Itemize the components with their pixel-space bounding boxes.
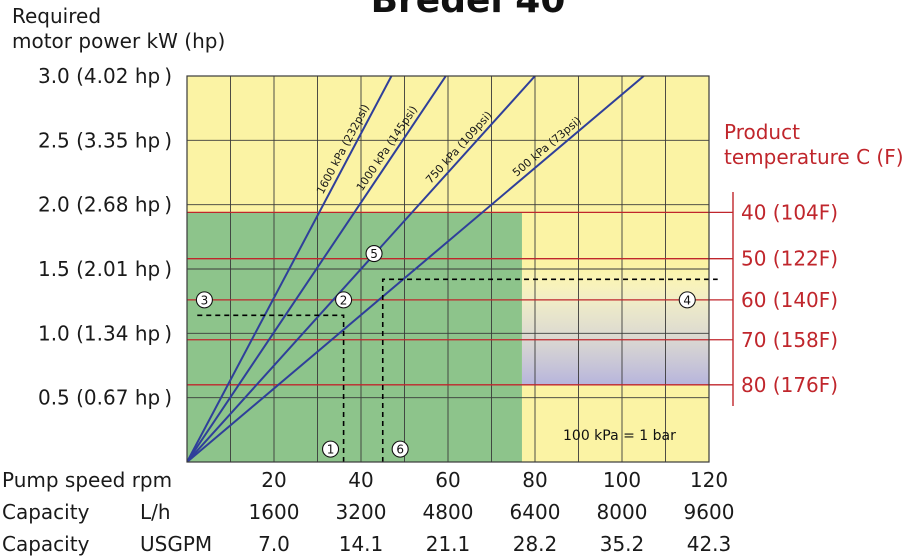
step-marker-number: 3 <box>201 293 209 307</box>
temperature-label: 60 (140F) <box>741 288 838 312</box>
step-marker-number: 5 <box>370 247 378 261</box>
pressure-line <box>187 76 645 462</box>
temperature-label: 70 (158F) <box>741 328 838 352</box>
capacity-usgpm-value: 7.0 <box>258 532 290 556</box>
y-tick-labels: 0.5 (0.67 hp ) 1.0 (1.34 hp ) 1.5 (2.01 hp… <box>38 64 172 410</box>
capacity-lh-value: 4800 <box>423 500 474 524</box>
green-operating-region <box>187 212 522 462</box>
example-path <box>195 314 345 462</box>
step-marker-circle <box>365 245 383 263</box>
capacity-lh-value: 3200 <box>336 500 387 524</box>
y-tick-label: 1.0 (1.34 hp ) <box>38 321 172 345</box>
step-markers: 1 2 3 4 5 6 <box>195 245 696 458</box>
step-marker-circle <box>195 291 213 309</box>
x-tick-label: 100 <box>603 468 641 492</box>
x-tick-label: 20 <box>261 468 286 492</box>
temperature-title-line2: temperature C (F) <box>724 145 904 169</box>
x-tick-labels: 20 1600 7.0 40 3200 14.1 60 4800 21.1 80 6400 28.2 1… <box>249 468 735 556</box>
x-tick-label: 80 <box>522 468 547 492</box>
x-tick-label: 60 <box>435 468 460 492</box>
capacity-usgpm-value: 28.2 <box>513 532 558 556</box>
chart-title: Bredel 40 <box>371 0 566 21</box>
pressure-line <box>187 76 447 462</box>
step-marker-circle <box>321 440 340 458</box>
y-axis-title-line2: motor power kW (hp) <box>12 29 225 53</box>
capacity-usgpm-value: 42.3 <box>687 532 732 556</box>
y-axis-title-line1: Required <box>12 4 101 28</box>
y-tick-label: 1.5 (2.01 hp ) <box>38 257 172 281</box>
capacity-usgpm-value: 35.2 <box>600 532 645 556</box>
chart-grid <box>187 76 709 462</box>
y-tick-label: 0.5 (0.67 hp ) <box>38 386 172 410</box>
example-paths <box>195 278 718 462</box>
capacity-lh-unit: L/h <box>140 500 171 524</box>
capacity-usgpm-unit: USGPM <box>140 532 212 556</box>
capacity-usgpm-value: 14.1 <box>339 532 384 556</box>
temperature-label: 40 (104F) <box>741 200 838 224</box>
x-tick-label: 40 <box>348 468 373 492</box>
step-marker-number: 4 <box>683 293 691 307</box>
x-tick-label: 120 <box>690 468 728 492</box>
capacity-lh-value: 6400 <box>510 500 561 524</box>
step-marker-number: 6 <box>396 443 404 457</box>
pressure-note: 100 kPa = 1 bar <box>563 428 676 444</box>
capacity-usgpm-label: Capacity <box>2 532 90 556</box>
capacity-lh-value: 9600 <box>684 500 735 524</box>
step-marker-circle <box>678 291 696 309</box>
capacity-lh-label: Capacity <box>2 500 90 524</box>
y-tick-label: 2.5 (3.35 hp ) <box>38 128 172 152</box>
temperature-labels: 40 (104F) 50 (122F) 60 (140F) 70 (158F) 80 (… <box>741 200 838 396</box>
capacity-usgpm-value: 21.1 <box>426 532 471 556</box>
step-marker-number: 1 <box>327 443 335 457</box>
temperature-label: 80 (176F) <box>741 373 838 397</box>
y-tick-label: 2.0 (2.68 hp ) <box>38 193 172 217</box>
plot-frame <box>186 75 710 463</box>
capacity-lh-value: 8000 <box>597 500 648 524</box>
pressure-lines <box>187 76 645 462</box>
speed-row-label: Pump speed rpm <box>2 468 172 492</box>
temperature-label: 50 (122F) <box>741 247 838 271</box>
capacity-lh-value: 1600 <box>249 500 300 524</box>
pressure-line <box>187 76 536 462</box>
step-marker-circle <box>335 291 353 309</box>
step-marker-number: 2 <box>340 293 348 307</box>
pressure-line <box>187 76 393 462</box>
temperature-title-line1: Product <box>724 120 800 144</box>
example-path <box>381 278 718 462</box>
temperature-gradient-band <box>521 264 709 385</box>
y-tick-label: 3.0 (4.02 hp ) <box>38 64 172 88</box>
step-marker-circle <box>391 440 409 458</box>
